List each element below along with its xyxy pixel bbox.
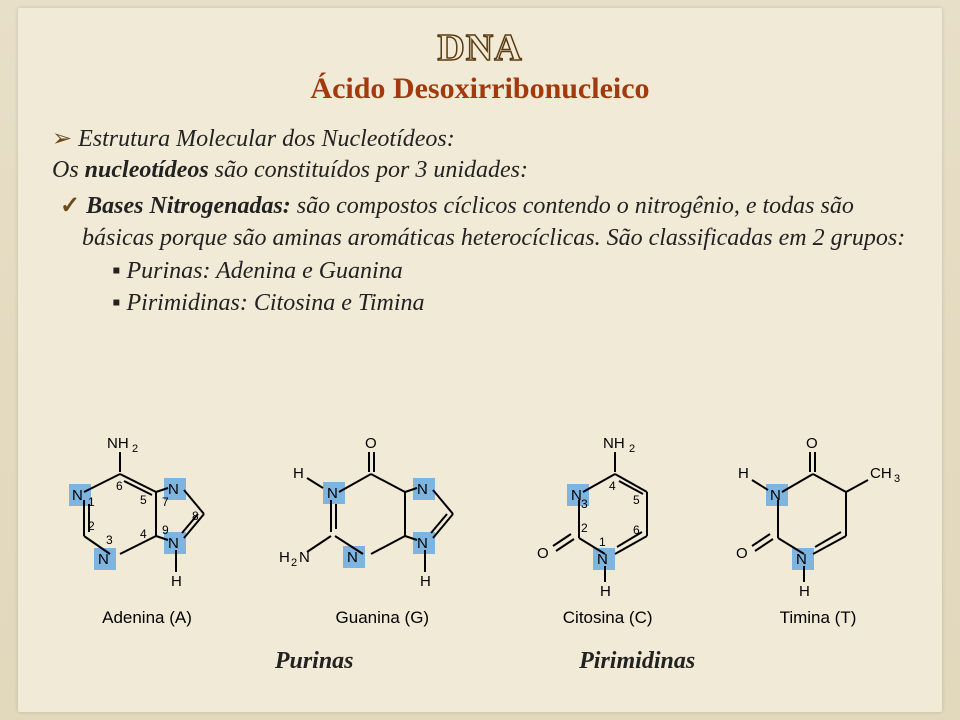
svg-text:3: 3 [581,497,588,511]
svg-text:N: N [770,487,781,504]
svg-text:N: N [417,481,428,498]
svg-text:H: H [171,573,182,590]
svg-text:O: O [365,435,377,452]
svg-text:3: 3 [106,533,113,547]
molecule-citosina: NH2 N N O [523,434,693,628]
svg-text:N: N [347,549,358,566]
svg-text:N: N [98,551,109,568]
svg-text:2: 2 [132,443,138,455]
svg-text:4: 4 [609,479,616,493]
bases-label: Bases Nitrogenadas: [86,193,291,219]
page-subtitle: Ácido Desoxirribonucleico [52,72,908,106]
svg-text:6: 6 [116,479,123,493]
sub-bullets: Purinas: Adenina e Guanina Pirimidinas: … [112,255,908,320]
section-heading: Estrutura Molecular dos Nucleotídeos: [52,124,908,153]
svg-text:N: N [168,481,179,498]
svg-text:H: H [799,583,810,600]
page-title: DNA [52,26,908,70]
svg-text:5: 5 [140,493,147,507]
svg-text:CH: CH [870,465,892,482]
svg-text:6: 6 [633,523,640,537]
label-guanina: Guanina (G) [336,608,430,628]
svg-text:NH: NH [107,435,129,452]
svg-text:1: 1 [88,495,95,509]
svg-text:N: N [168,535,179,552]
bullet-pirimidinas: Pirimidinas: Citosina e Timina [112,287,908,319]
molecules-row: NH2 N N [52,418,908,628]
svg-text:N: N [72,487,83,504]
svg-text:H: H [738,465,749,482]
group-purinas: Purinas [275,648,354,675]
svg-text:1: 1 [599,535,606,549]
intro-pre: Os [52,157,85,183]
svg-text:N: N [327,485,338,502]
svg-text:H: H [420,573,431,590]
svg-text:7: 7 [162,495,169,509]
slide-paper: DNA Ácido Desoxirribonucleico Estrutura … [18,8,942,712]
svg-text:3: 3 [894,473,900,485]
label-adenina: Adenina (A) [102,608,192,628]
bullet-purinas: Purinas: Adenina e Guanina [112,255,908,287]
svg-text:NH: NH [603,435,625,452]
svg-text:N: N [417,535,428,552]
intro-post: são constituídos por 3 unidades: [209,157,528,183]
molecule-adenina: NH2 N N [52,434,242,628]
intro-keyword: nucleotídeos [85,157,209,183]
group-labels: Purinas Pirimidinas [52,648,908,675]
label-timina: Timina (T) [780,608,857,628]
svg-text:O: O [736,545,748,562]
svg-text:2: 2 [291,557,297,569]
svg-text:O: O [806,435,818,452]
svg-text:5: 5 [633,493,640,507]
intro-line: Os nucleotídeos são constituídos por 3 u… [52,157,908,184]
bases-paragraph: Bases Nitrogenadas: são compostos cíclic… [82,190,908,255]
svg-text:2: 2 [581,521,588,535]
svg-text:H: H [279,549,290,566]
svg-text:N: N [299,549,310,566]
molecule-timina: O N N H [728,434,908,628]
svg-text:H: H [600,583,611,600]
svg-text:O: O [537,545,549,562]
label-citosina: Citosina (C) [563,608,653,628]
svg-text:9: 9 [162,523,169,537]
svg-text:2: 2 [629,443,635,455]
svg-text:H: H [293,465,304,482]
svg-text:8: 8 [192,509,199,523]
molecule-guanina: O N N H [277,434,487,628]
svg-text:2: 2 [88,519,95,533]
group-pirimidinas: Pirimidinas [579,648,695,675]
svg-text:4: 4 [140,527,147,541]
